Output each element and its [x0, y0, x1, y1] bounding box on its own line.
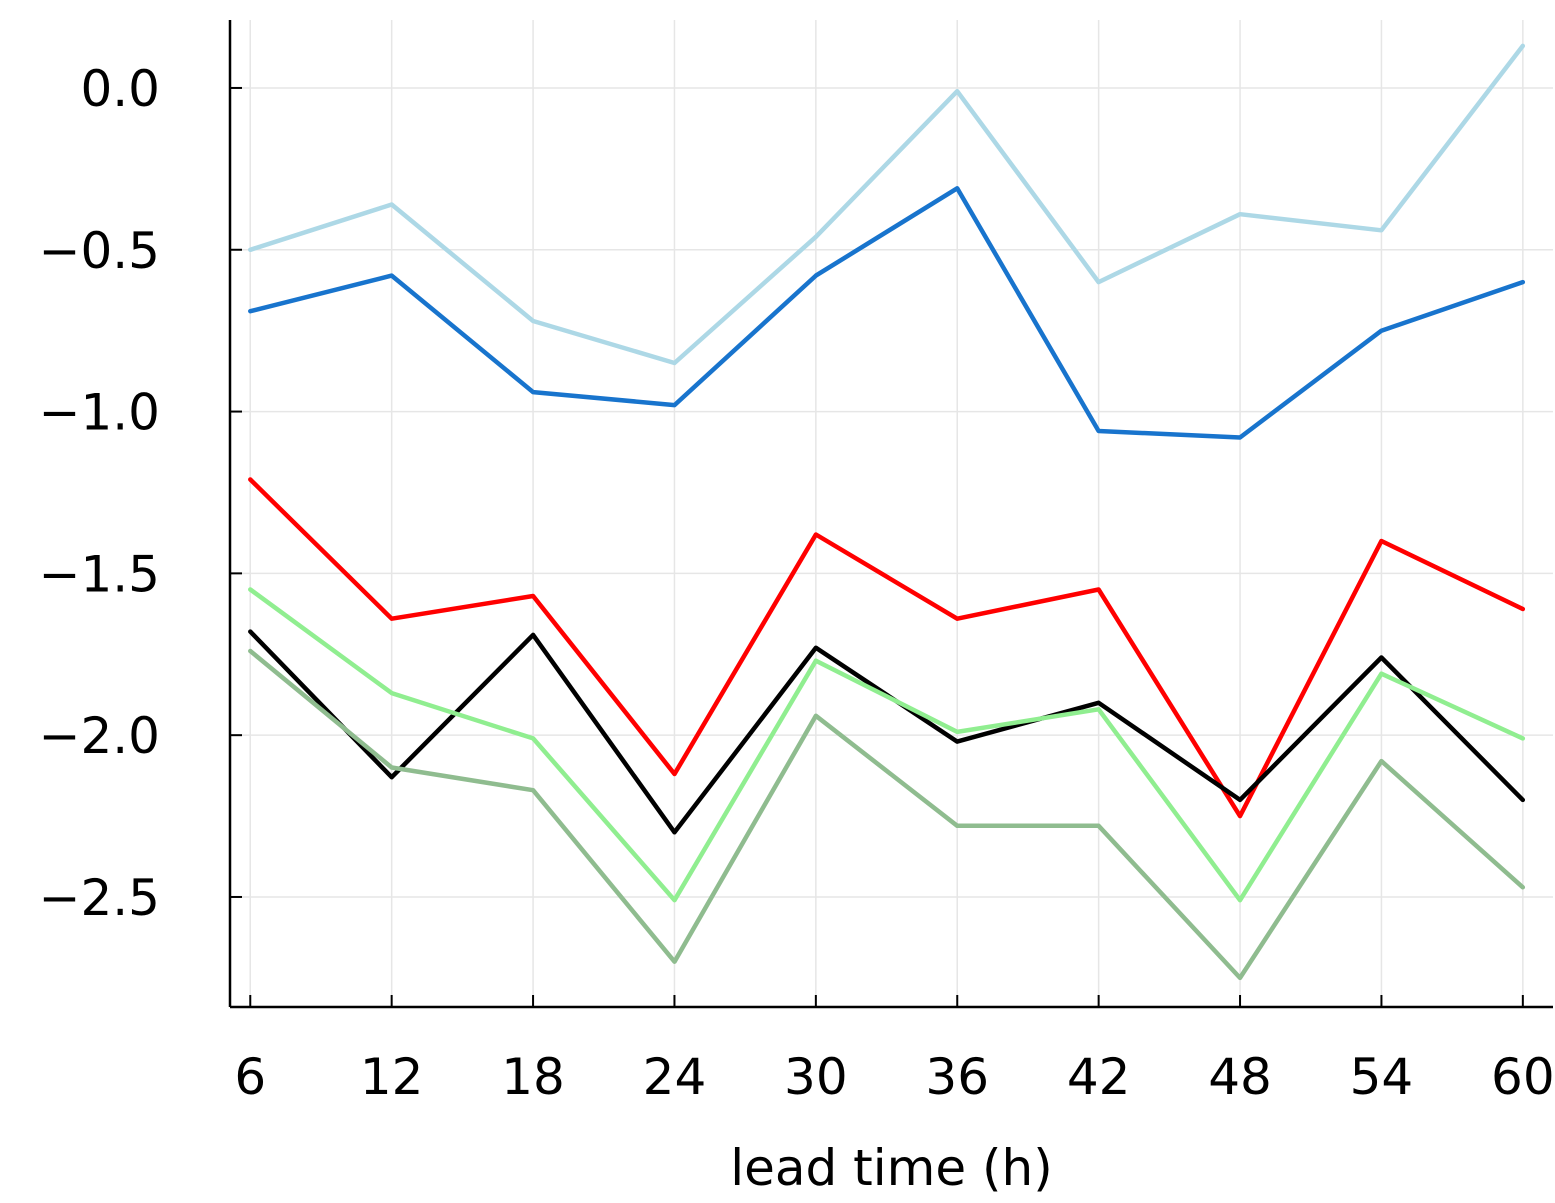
series-line-3 — [248, 477, 1526, 819]
x-gridlines — [249, 20, 1524, 1007]
series-line-1 — [248, 43, 1526, 366]
y-gridlines — [230, 87, 1553, 898]
x-tick-label: 42 — [1067, 1048, 1131, 1106]
x-tick-label: 18 — [501, 1048, 565, 1106]
series-line-5 — [248, 587, 1526, 903]
x-tick-label: 24 — [643, 1048, 707, 1106]
y-tick-label: −2.5 — [39, 869, 160, 927]
x-tick-label: 60 — [1491, 1048, 1555, 1106]
y-tick-label: 0.0 — [80, 60, 160, 118]
y-tick-label: −1.5 — [39, 545, 160, 603]
series-line-4 — [248, 629, 1526, 835]
y-axis-ticks: 0.0 −0.5 −1.0 −1.5 −2.0 −2.5 — [39, 60, 242, 927]
x-axis-ticks: 6 12 18 24 30 36 42 48 54 60 — [234, 995, 1555, 1106]
x-tick-label: 6 — [234, 1048, 266, 1106]
x-tick-label: 30 — [784, 1048, 848, 1106]
y-tick-label: −1.0 — [39, 384, 160, 442]
y-tick-label: −2.0 — [39, 707, 160, 765]
series-line-2 — [248, 186, 1526, 440]
x-tick-label: 36 — [925, 1048, 989, 1106]
y-tick-label: −0.5 — [39, 222, 160, 280]
x-tick-label: 48 — [1208, 1048, 1272, 1106]
x-axis-title: lead time (h) — [730, 1139, 1053, 1197]
series-line-6 — [248, 648, 1526, 981]
x-tick-label: 12 — [360, 1048, 424, 1106]
series-lines — [248, 43, 1526, 981]
x-tick-label: 54 — [1350, 1048, 1414, 1106]
